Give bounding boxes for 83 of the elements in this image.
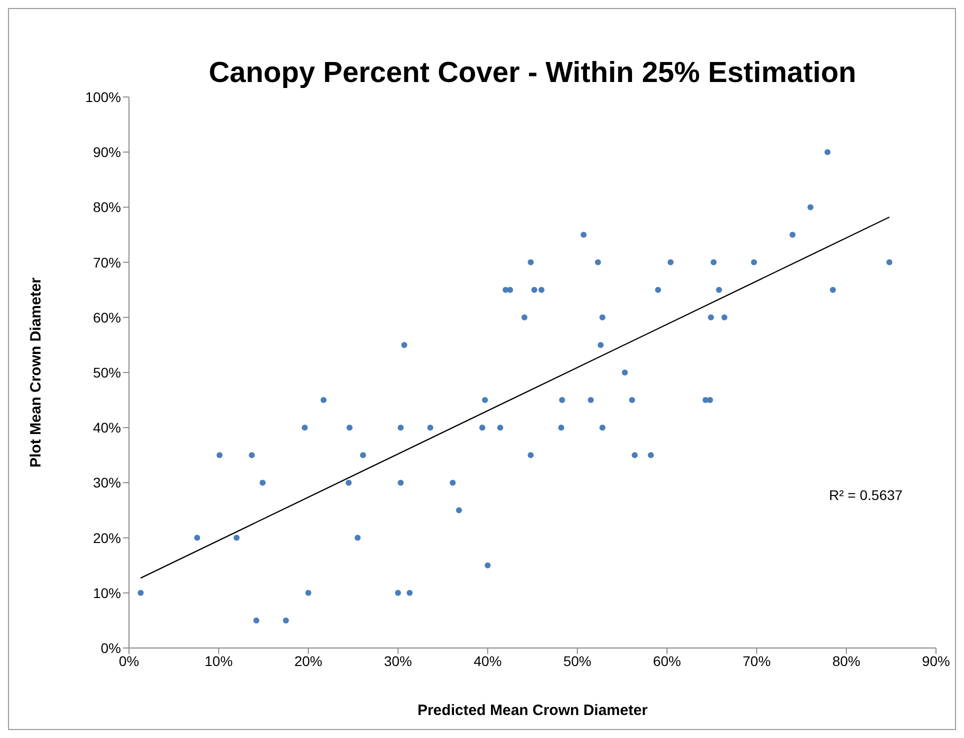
point [497, 424, 504, 431]
point [790, 232, 796, 238]
y-tick-label: 50% [92, 364, 121, 380]
point [559, 397, 566, 404]
y-axis-title: Plot Mean Crown Diameter [27, 277, 44, 468]
point [398, 424, 404, 431]
point [507, 286, 514, 293]
point [648, 452, 654, 458]
y-tick-label: 10% [92, 584, 121, 601]
y-tick-label: 40% [92, 420, 121, 436]
point [531, 286, 538, 293]
point [484, 562, 491, 568]
point [716, 286, 722, 293]
x-tick-label: 20% [294, 652, 322, 669]
point [594, 259, 601, 266]
x-tick-label: 40% [474, 652, 502, 669]
x-tick-label: 80% [832, 652, 860, 669]
y-tick-label: 30% [92, 474, 121, 491]
point [253, 617, 260, 624]
x-axis-title: Predicted Mean Crown Diameter [417, 702, 648, 719]
point [406, 590, 413, 596]
point [750, 259, 757, 266]
point [830, 286, 836, 293]
point [599, 424, 606, 431]
point [598, 342, 604, 348]
point [282, 617, 289, 624]
x-tick-label: 30% [384, 652, 412, 669]
point [528, 259, 534, 266]
point [580, 232, 587, 238]
point [427, 424, 434, 431]
point [138, 590, 144, 596]
y-tick-label: 0% [100, 640, 121, 656]
x-tick-label: 10% [204, 652, 233, 669]
point [708, 314, 714, 320]
x-tick-label: 70% [742, 652, 771, 669]
point [194, 534, 200, 541]
x-tick-label: 50% [563, 652, 592, 669]
point [248, 452, 255, 458]
point [320, 397, 327, 404]
point [655, 286, 662, 293]
point [521, 314, 528, 320]
chart-title: Canopy Percent Cover - Within 25% Estimation [208, 57, 858, 90]
point [216, 452, 223, 458]
point [528, 452, 534, 458]
point [707, 397, 714, 404]
point [629, 397, 636, 404]
point [354, 534, 361, 541]
x-tick-label: 90% [922, 652, 950, 669]
x-tick-label: 60% [652, 652, 682, 669]
y-tick-label: 70% [92, 254, 121, 270]
point [302, 424, 308, 431]
y-tick-label: 90% [92, 144, 121, 160]
point [632, 452, 638, 458]
point [482, 397, 488, 404]
point [710, 259, 717, 266]
point [450, 480, 456, 486]
point [260, 480, 266, 486]
point [807, 204, 814, 210]
point [398, 480, 404, 486]
point [824, 149, 831, 156]
point [622, 370, 628, 376]
point [346, 480, 352, 486]
y-tick-label: 20% [92, 530, 121, 546]
point [886, 259, 892, 266]
point [346, 424, 353, 431]
point [721, 314, 728, 320]
point [538, 286, 544, 293]
annotation: R² = 0.5637 [829, 487, 903, 503]
point [456, 507, 462, 514]
y-tick-label: 100% [85, 88, 121, 105]
point [668, 259, 674, 266]
point [588, 397, 594, 404]
point [234, 534, 240, 541]
point [395, 590, 401, 596]
point [599, 314, 606, 320]
y-tick-label: 60% [92, 309, 121, 326]
point [479, 424, 486, 431]
y-tick-label: 80% [92, 199, 121, 216]
point [360, 452, 366, 458]
point [401, 342, 408, 348]
point [305, 590, 312, 596]
x-tick-label: 0% [118, 652, 140, 669]
point [558, 424, 564, 431]
